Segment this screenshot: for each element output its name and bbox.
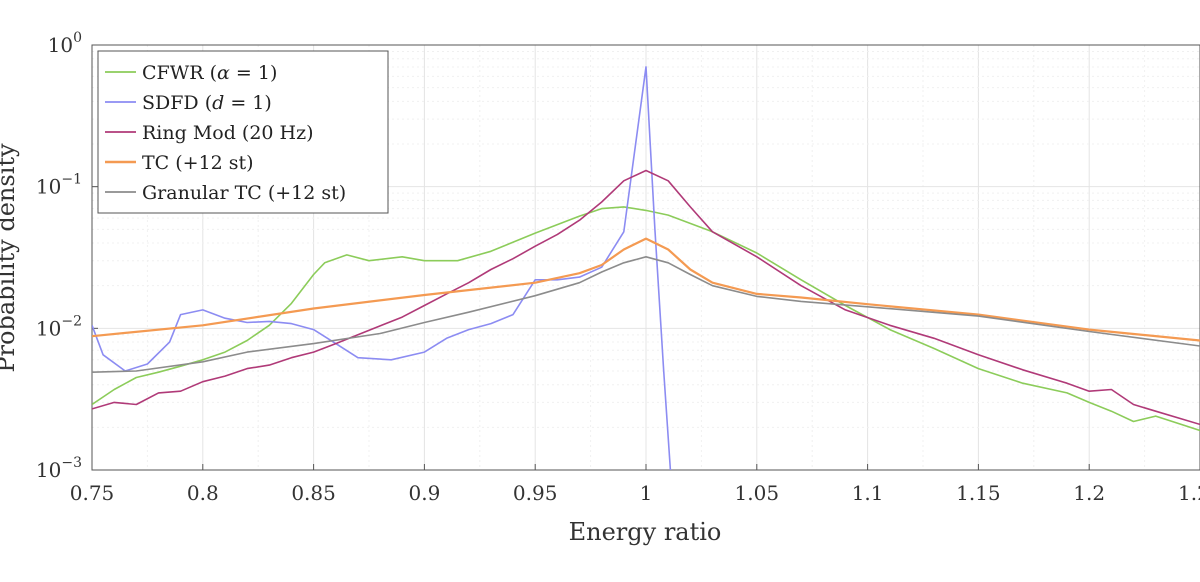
y-tick-label: 10−3 bbox=[36, 455, 82, 482]
series-line-1 bbox=[92, 206, 1200, 432]
legend-entry-label: CFWR (α = 1) bbox=[142, 62, 277, 84]
legend-entry-label: Ring Mod (20 Hz) bbox=[142, 122, 314, 144]
y-tick-label: 100 bbox=[48, 30, 82, 57]
x-tick-label: 1.2 bbox=[1178, 481, 1200, 505]
x-tick-label: 0.85 bbox=[291, 481, 336, 505]
series-lines bbox=[92, 66, 1200, 470]
x-tick-label: 1 bbox=[640, 481, 653, 505]
legend-box bbox=[97, 50, 389, 214]
x-tick-label: 0.9 bbox=[408, 481, 440, 505]
x-axis-label: Energy ratio bbox=[569, 518, 722, 546]
series-line-3 bbox=[92, 169, 1200, 426]
x-tick-label: 1.15 bbox=[956, 481, 1001, 505]
x-tick-label: 1.2 bbox=[1073, 481, 1105, 505]
legend-entry-label: Granular TC (+12 st) bbox=[142, 182, 346, 204]
legend-entry-label: SDFD (d = 1) bbox=[142, 92, 272, 114]
y-tick-label: 10−1 bbox=[36, 172, 82, 199]
x-tick-label: 1.05 bbox=[735, 481, 780, 505]
series-line-2 bbox=[92, 66, 672, 470]
series-line-4 bbox=[92, 237, 1200, 342]
legend: CFWR (α = 1) SDFD (d = 1) Ring Mod (20 Hz)… bbox=[97, 50, 389, 214]
x-axis-ticks: 0.75 0.8 0.85 0.9 0.95 1 1.05 1.1 1.15 1.2 1.2 bbox=[70, 464, 1200, 505]
y-axis-label: Probability density bbox=[0, 143, 20, 373]
legend-entry-label: TC (+12 st) bbox=[142, 152, 254, 174]
series-line-5 bbox=[92, 256, 1200, 373]
x-tick-label: 0.95 bbox=[513, 481, 558, 505]
x-tick-label: 0.75 bbox=[70, 481, 115, 505]
x-tick-label: 1.1 bbox=[852, 481, 884, 505]
x-tick-label: 0.8 bbox=[187, 481, 219, 505]
y-axis-ticks: 10−3 10−2 10−1 100 bbox=[36, 30, 98, 482]
y-tick-label: 10−2 bbox=[36, 313, 82, 340]
